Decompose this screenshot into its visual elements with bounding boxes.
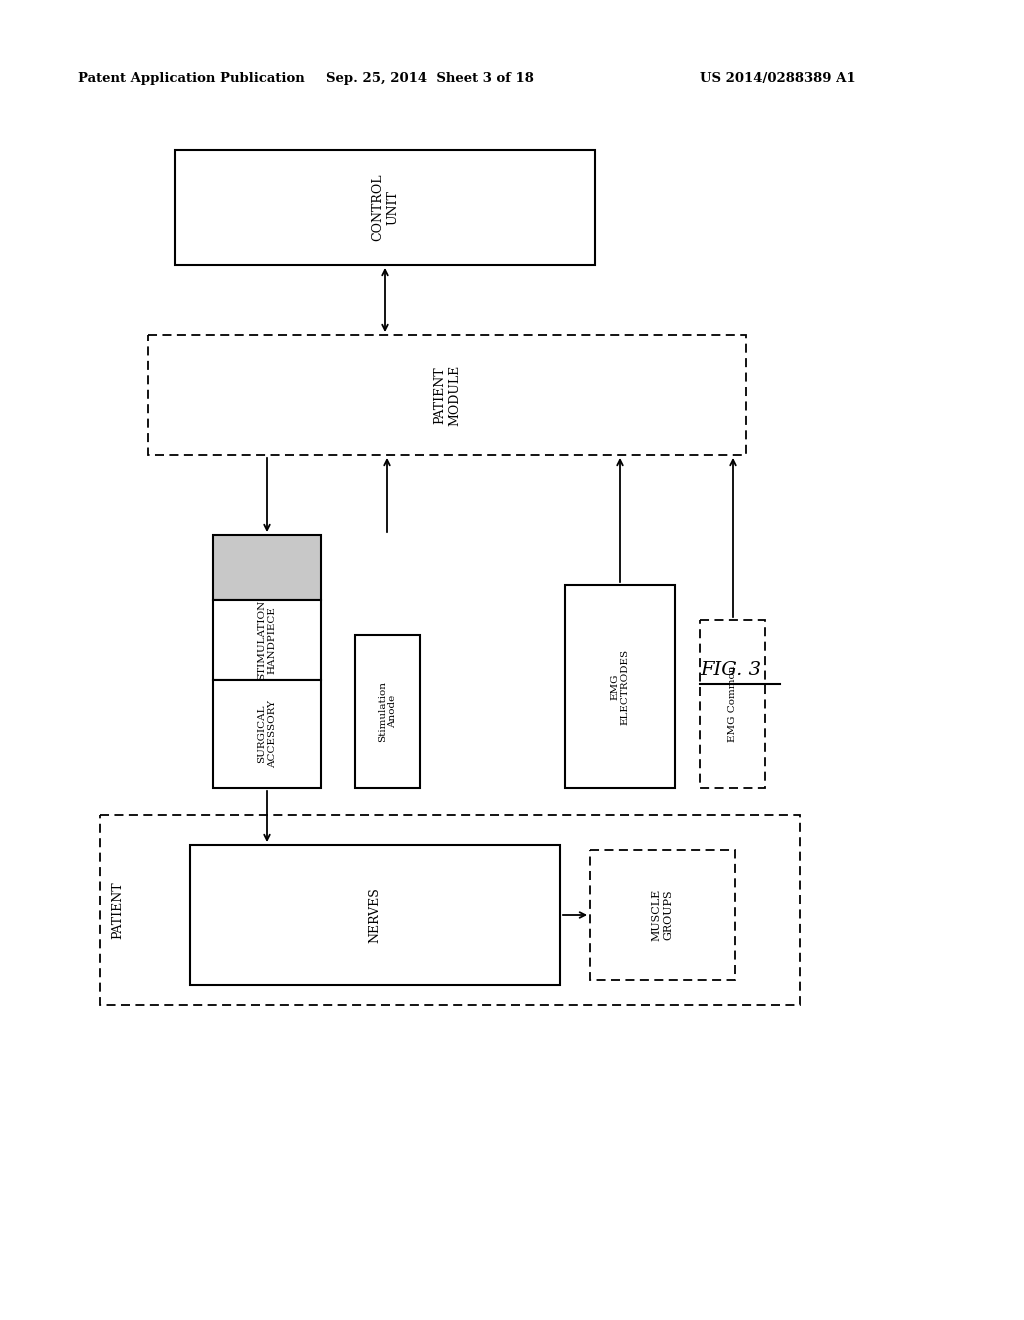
Bar <box>565 585 675 788</box>
Text: NERVES: NERVES <box>369 887 382 942</box>
Bar <box>213 680 321 788</box>
Bar <box>700 620 765 788</box>
Text: EMG
ELECTRODES: EMG ELECTRODES <box>610 648 630 725</box>
Text: Patent Application Publication: Patent Application Publication <box>78 73 305 84</box>
Bar <box>355 635 420 788</box>
Text: Stimulation
Anode: Stimulation Anode <box>378 681 397 742</box>
Bar <box>148 335 746 455</box>
Text: MUSCLE
GROUPS: MUSCLE GROUPS <box>651 888 674 941</box>
Text: EMG Common: EMG Common <box>728 665 737 742</box>
Text: CONTROL
UNIT: CONTROL UNIT <box>371 174 399 242</box>
Text: SURGICAL
ACCESSORY: SURGICAL ACCESSORY <box>257 700 276 768</box>
Bar <box>175 150 595 265</box>
Text: FIG. 3: FIG. 3 <box>700 661 761 678</box>
Bar <box>190 845 560 985</box>
Bar <box>590 850 735 979</box>
Text: STIMULATION
HANDPIECE: STIMULATION HANDPIECE <box>257 599 276 680</box>
Text: PATIENT
MODULE: PATIENT MODULE <box>433 364 461 425</box>
Text: PATIENT: PATIENT <box>112 882 125 939</box>
Bar <box>100 814 800 1005</box>
Text: US 2014/0288389 A1: US 2014/0288389 A1 <box>700 73 856 84</box>
Bar <box>213 601 321 680</box>
Bar <box>213 535 321 601</box>
Text: Sep. 25, 2014  Sheet 3 of 18: Sep. 25, 2014 Sheet 3 of 18 <box>326 73 534 84</box>
